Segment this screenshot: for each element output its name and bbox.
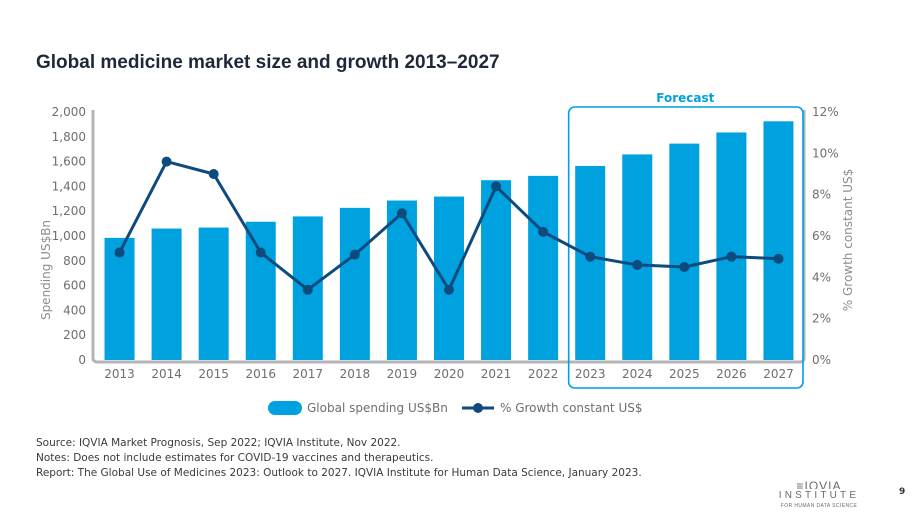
growth-point-2016 xyxy=(255,247,266,258)
combo-chart: 0 200 400 600 800 1,000 1,200 1,400 1,600 1,800 2,… xyxy=(39,91,855,415)
x-tick-label: 2022 xyxy=(528,367,559,381)
growth-point-2023 xyxy=(585,251,596,262)
growth-point-2021 xyxy=(491,181,502,192)
bar-2013 xyxy=(104,237,135,360)
growth-point-2017 xyxy=(302,284,313,295)
y-tick-label: 1,000 xyxy=(52,229,86,243)
bar-2016 xyxy=(245,221,276,360)
source-note: Source: IQVIA Market Prognosis, Sep 2022… xyxy=(36,437,401,449)
iqvia-institute-logo: ≡IQVIA INSTITUTE FOR HUMAN DATA SCIENCE xyxy=(776,478,862,509)
growth-point-2026 xyxy=(726,251,737,262)
y2-tick-label: 0% xyxy=(812,353,831,367)
report-note: Report: The Global Use of Medicines 2023… xyxy=(36,467,642,479)
y2-tick-label: 10% xyxy=(812,146,839,160)
legend-line-label: % Growth constant US$ xyxy=(500,401,642,415)
x-tick-label: 2017 xyxy=(293,367,324,381)
y-tick-label: 0 xyxy=(78,353,86,367)
bar-2014 xyxy=(151,228,182,360)
x-tick-label: 2024 xyxy=(622,367,653,381)
x-tick-label: 2019 xyxy=(387,367,418,381)
x-tick-label: 2027 xyxy=(763,367,794,381)
y2-tick-label: 12% xyxy=(812,105,839,119)
x-tick-label: 2021 xyxy=(481,367,512,381)
footnotes: Source: IQVIA Market Prognosis, Sep 2022… xyxy=(36,436,642,481)
logo-line-tagline: FOR HUMAN DATA SCIENCE xyxy=(780,503,858,509)
logo-brand: ≡IQVIA xyxy=(796,479,842,489)
x-tick-label: 2020 xyxy=(434,367,465,381)
growth-point-2027 xyxy=(773,253,784,264)
x-tick-label: 2014 xyxy=(151,367,182,381)
logo-line-institute: INSTITUTE xyxy=(778,490,860,501)
y-tick-label: 200 xyxy=(63,328,86,342)
x-axis-ticks: 2013 2014 2015 2016 2017 2018 2019 2020 2021 2022… xyxy=(104,367,793,381)
y-axis-right-ticks: 0% 2% 4% 6% 8% 10% 12% xyxy=(812,105,839,367)
x-tick-label: 2023 xyxy=(575,367,606,381)
bar-2018 xyxy=(339,207,370,360)
page-number: 9 xyxy=(899,487,906,497)
growth-point-2018 xyxy=(349,249,360,260)
y-axis-left-ticks: 0 200 400 600 800 1,000 1,200 1,400 1,600 1,800 2,… xyxy=(52,105,86,367)
y-tick-label: 600 xyxy=(63,279,86,293)
bar-2020 xyxy=(434,196,464,360)
line-series xyxy=(114,156,784,295)
x-tick-label: 2015 xyxy=(198,367,229,381)
bar-2027 xyxy=(763,121,794,360)
y2-tick-label: 6% xyxy=(812,229,831,243)
y-tick-label: 1,600 xyxy=(52,155,86,169)
bar-2022 xyxy=(528,175,559,360)
bar-2015 xyxy=(198,227,229,360)
growth-point-2024 xyxy=(632,259,643,270)
y-axis-left-title: Spending US$Bn xyxy=(39,220,53,320)
legend-bar-swatch xyxy=(268,401,302,415)
growth-point-2014 xyxy=(161,156,172,167)
legend-bar-label: Global spending US$Bn xyxy=(307,401,448,415)
x-tick-label: 2026 xyxy=(716,367,747,381)
bar-2024 xyxy=(622,154,653,360)
growth-point-2025 xyxy=(679,262,690,272)
forecast-box xyxy=(567,106,804,389)
y-tick-label: 400 xyxy=(63,303,86,317)
bar-2023 xyxy=(575,165,606,360)
legend: Global spending US$Bn % Growth constant U… xyxy=(268,401,642,415)
y2-tick-label: 4% xyxy=(812,270,831,284)
growth-point-2022 xyxy=(538,226,549,237)
growth-point-2015 xyxy=(208,169,219,179)
y-tick-label: 2,000 xyxy=(52,105,86,119)
x-tick-label: 2013 xyxy=(104,367,135,381)
growth-point-2020 xyxy=(444,284,454,295)
x-tick-label: 2025 xyxy=(669,367,700,381)
forecast-label: Forecast xyxy=(656,91,714,105)
bar-2025 xyxy=(669,143,700,360)
y-axis-right-title: % Growth constant US$ xyxy=(841,169,855,311)
bar-series xyxy=(104,121,794,360)
notes-note: Notes: Does not include estimates for CO… xyxy=(36,452,434,464)
x-tick-label: 2016 xyxy=(245,367,276,381)
chart-title: Global medicine market size and growth 2… xyxy=(36,52,500,73)
growth-point-2013 xyxy=(114,247,125,258)
y-tick-label: 800 xyxy=(63,254,86,268)
x-tick-label: 2018 xyxy=(340,367,371,381)
y2-tick-label: 8% xyxy=(812,188,831,202)
bar-2026 xyxy=(716,132,747,360)
y-tick-label: 1,200 xyxy=(52,204,86,218)
legend-line-marker xyxy=(473,403,483,413)
y-tick-label: 1,800 xyxy=(52,130,86,144)
forecast-region: Forecast xyxy=(567,91,804,389)
y2-tick-label: 2% xyxy=(812,312,831,326)
growth-point-2019 xyxy=(396,208,407,219)
y-tick-label: 1,400 xyxy=(52,179,86,193)
